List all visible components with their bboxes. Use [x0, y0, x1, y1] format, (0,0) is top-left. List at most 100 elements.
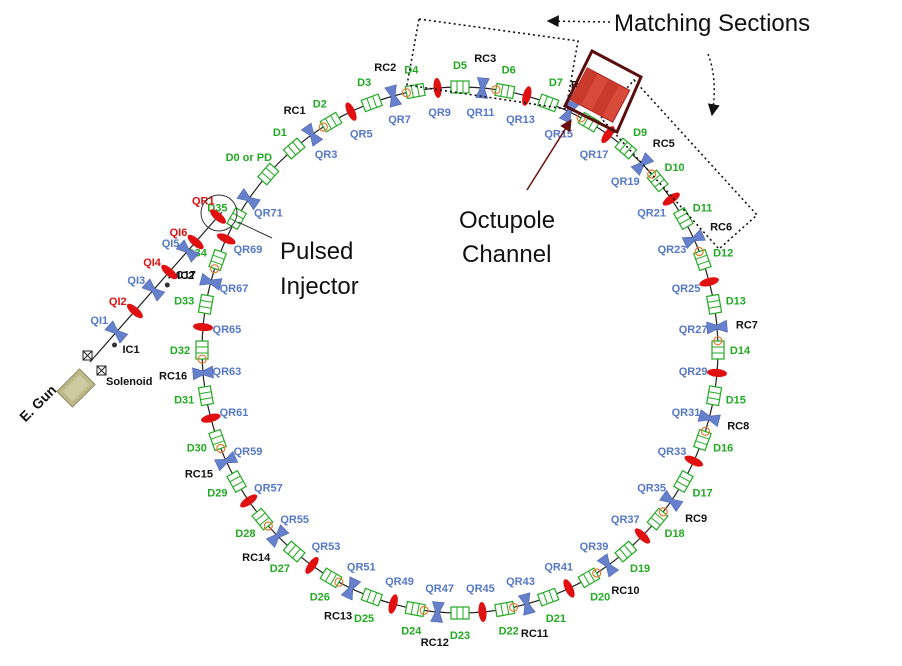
- dipole-label-12: D12: [713, 248, 733, 260]
- dipole-11: [672, 206, 694, 231]
- dipole-label-22: D22: [499, 626, 519, 638]
- dipole-label-6: D6: [502, 64, 516, 76]
- injection-quad-5: [126, 303, 143, 319]
- rc-label-6: RC6: [710, 221, 732, 233]
- matching-sections-label: Matching Sections: [614, 10, 810, 37]
- quad-4: [475, 77, 490, 99]
- quad-label-13: QR29: [679, 366, 708, 378]
- dipole-33: [197, 293, 215, 315]
- quad-20: [517, 592, 536, 616]
- dipole-label-13: D13: [726, 296, 746, 308]
- dipole-18: [646, 507, 669, 531]
- dipole-2: [319, 111, 343, 133]
- dipole-label-27: D27: [270, 563, 290, 575]
- injection-quad-2: [175, 239, 200, 263]
- rc-label-8: RC8: [727, 421, 749, 433]
- quad-label-19: QR41: [544, 562, 573, 574]
- dipole-15: [705, 385, 723, 407]
- quad-label-26: QR55: [280, 514, 309, 526]
- rc-label-13: RC13: [324, 611, 352, 623]
- injection-quad-label-1: QI6: [170, 227, 188, 239]
- dipole-5: [450, 80, 470, 94]
- bpm-1: [318, 122, 328, 132]
- dipole-label-2: D2: [313, 98, 327, 110]
- injection-quad-1: [187, 234, 204, 250]
- quad-31: [193, 323, 213, 332]
- dipole-label-7: D7: [549, 77, 563, 89]
- quad-30: [192, 365, 214, 381]
- dipole-31: [197, 385, 215, 407]
- dipole-label-20: D20: [590, 592, 610, 604]
- dipole-26: [319, 567, 343, 589]
- quad-label-3: QR9: [428, 107, 451, 119]
- quad-19: [563, 579, 575, 598]
- dipole-label-28: D28: [235, 528, 255, 540]
- quad-label-8: QR19: [611, 176, 640, 188]
- quad-label-23: QR49: [385, 576, 414, 588]
- octupole-label-line2: Channel: [462, 241, 551, 268]
- quad-label-20: QR43: [506, 576, 535, 588]
- dipole-1: [282, 137, 306, 160]
- octupole-arrow: [526, 118, 572, 191]
- dipole-14: [711, 340, 725, 360]
- dipole-19: [614, 540, 638, 563]
- quad-15: [684, 455, 704, 467]
- quad-label-0: QR3: [315, 149, 338, 161]
- injection-line: [89, 211, 223, 363]
- bpm-6: [694, 246, 704, 257]
- dipole-34: [208, 248, 228, 272]
- quad-label-2: QR7: [388, 114, 411, 126]
- rc-label-16: RC16: [159, 371, 187, 383]
- rc-label-15: RC15: [185, 469, 213, 481]
- quad-5: [522, 86, 532, 106]
- rc-label-1: RC1: [284, 105, 306, 117]
- bpm-17: [210, 264, 220, 274]
- callouts: Matching Sections Octupole Channel Pulse…: [280, 10, 810, 300]
- quad-label-17: QR37: [611, 514, 640, 526]
- quad-3: [433, 78, 442, 98]
- quad-label-30: QR63: [213, 366, 242, 378]
- dipole-label-10: D10: [665, 162, 685, 174]
- solenoid: Solenoid: [82, 350, 152, 388]
- injection-quad-label-5: QI2: [109, 296, 127, 308]
- dipole-label-5: D5: [453, 60, 467, 72]
- quad-label-10: QR23: [658, 244, 687, 256]
- quad-24: [340, 576, 362, 601]
- quad-18: [596, 553, 620, 578]
- injection-quad-label-4: QI3: [127, 275, 145, 287]
- dipole-label-9: D9: [633, 127, 647, 139]
- injection-quad-6: [104, 320, 129, 344]
- dipole-25: [360, 587, 384, 607]
- quad-2: [384, 84, 403, 108]
- quad-29: [201, 413, 221, 423]
- dipole-32: [195, 340, 209, 360]
- dipole-label-18: D18: [665, 528, 685, 540]
- dipole-29: [226, 469, 248, 494]
- quad-label-9: QR21: [637, 208, 666, 220]
- quad-label-4: QR11: [466, 107, 494, 119]
- rc-label-11: RC11: [521, 628, 549, 640]
- bpm-10: [592, 568, 602, 578]
- dipole-label-21: D21: [546, 613, 566, 625]
- quad-33: [216, 233, 236, 245]
- dipole-7: [536, 93, 560, 113]
- rc-label-12: RC12: [421, 637, 449, 649]
- quad-label-34: QR71: [254, 208, 283, 220]
- quad-28: [214, 450, 239, 472]
- quad-22: [430, 601, 445, 623]
- quad-1: [345, 102, 357, 121]
- dipole-label-3: D3: [357, 77, 371, 89]
- dipole-13: [705, 293, 723, 315]
- quad-0: [300, 122, 324, 147]
- bpm-13: [334, 577, 344, 587]
- quad-32: [199, 273, 223, 291]
- injection-quad-0: [210, 209, 226, 224]
- bpm-16: [197, 354, 207, 364]
- dipole-23: [450, 606, 470, 620]
- quad-11: [699, 277, 719, 287]
- quad-label-28: QR59: [234, 446, 263, 458]
- ic-marker-1: [164, 282, 170, 288]
- quad-label-27: QR57: [254, 482, 283, 494]
